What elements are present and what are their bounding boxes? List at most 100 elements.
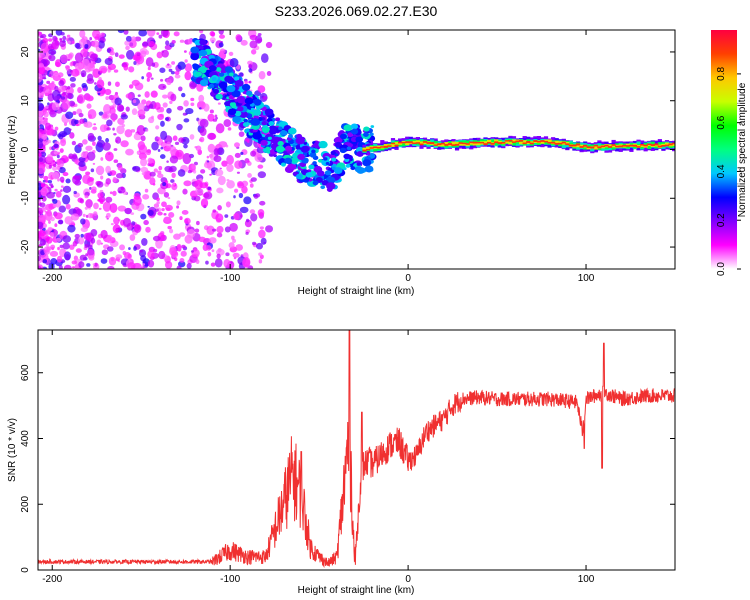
heatmap-blob bbox=[130, 129, 136, 133]
heatmap-blob bbox=[53, 192, 56, 194]
heatmap-blob bbox=[92, 141, 96, 146]
heatmap-ridge-blob bbox=[347, 132, 354, 138]
heatmap-band-cell bbox=[607, 146, 613, 148]
heatmap-blob bbox=[142, 194, 150, 200]
heatmap-blob bbox=[91, 186, 97, 192]
heatmap-band-cell bbox=[501, 141, 506, 144]
heatmap-blob bbox=[115, 136, 122, 144]
heatmap-band-cell bbox=[543, 140, 549, 143]
heatmap-blob bbox=[182, 112, 187, 116]
heatmap-blob bbox=[145, 128, 149, 132]
heatmap-band-cell bbox=[529, 142, 534, 145]
heatmap-blob bbox=[141, 238, 148, 246]
heatmap-band-cell bbox=[362, 147, 367, 151]
heatmap-blob bbox=[85, 214, 89, 218]
heatmap-blob bbox=[63, 251, 71, 261]
heatmap-blob bbox=[72, 111, 77, 116]
heatmap-blob bbox=[42, 207, 47, 212]
heatmap-blob bbox=[57, 219, 64, 225]
heatmap-blob bbox=[114, 97, 122, 106]
heatmap-blob bbox=[65, 111, 74, 120]
heatmap-blob bbox=[179, 232, 186, 237]
heatmap-blob bbox=[40, 53, 46, 58]
heatmap-band-cell bbox=[511, 139, 517, 143]
heatmap-blob bbox=[38, 116, 44, 122]
heatmap-ridge-blob bbox=[325, 161, 330, 166]
heatmap-blob bbox=[38, 85, 44, 94]
heatmap-blob bbox=[174, 141, 180, 145]
heatmap-blob bbox=[182, 153, 192, 165]
heatmap-blob bbox=[65, 178, 71, 184]
heatmap-band-cell bbox=[554, 142, 559, 145]
heatmap-band-cell bbox=[540, 140, 545, 144]
heatmap-blob bbox=[140, 213, 147, 220]
heatmap-blob bbox=[180, 250, 187, 257]
heatmap-blob bbox=[148, 103, 154, 109]
heatmap-blob bbox=[100, 242, 103, 245]
heatmap-blob bbox=[87, 132, 95, 141]
heatmap-ridge-blob bbox=[285, 145, 293, 152]
heatmap-blob bbox=[258, 71, 266, 80]
heatmap-blob bbox=[71, 40, 75, 45]
heatmap-blob bbox=[128, 39, 137, 49]
heatmap-blob bbox=[52, 35, 58, 42]
heatmap-blob bbox=[107, 81, 112, 86]
heatmap-blob bbox=[183, 118, 190, 123]
heatmap-blob bbox=[46, 210, 52, 217]
heatmap-band-cell bbox=[618, 145, 623, 148]
heatmap-ridge-blob bbox=[196, 71, 203, 77]
heatmap-band-cell bbox=[650, 141, 655, 147]
heatmap-blob bbox=[39, 35, 44, 39]
heatmap-blob bbox=[195, 259, 200, 265]
heatmap-blob bbox=[163, 216, 170, 223]
heatmap-band-cell bbox=[565, 142, 570, 145]
heatmap-blob bbox=[171, 40, 176, 44]
heatmap-blob bbox=[54, 126, 59, 131]
heatmap-blob bbox=[145, 149, 152, 156]
heatmap-blob bbox=[157, 136, 161, 140]
x-tick-label: 0 bbox=[405, 273, 411, 284]
heatmap-blob bbox=[143, 220, 149, 226]
heatmap-blob bbox=[74, 119, 79, 125]
heatmap-blob bbox=[74, 62, 84, 71]
heatmap-blob bbox=[100, 175, 104, 180]
heatmap-blob bbox=[109, 51, 115, 56]
heatmap-ridge-blob bbox=[356, 151, 364, 157]
heatmap-blob bbox=[59, 176, 65, 183]
heatmap-blob bbox=[56, 158, 62, 166]
heatmap-blob bbox=[144, 91, 150, 98]
heatmap-ridge-blob bbox=[262, 148, 267, 152]
heatmap-blob bbox=[43, 111, 49, 118]
heatmap-blob bbox=[212, 209, 217, 213]
heatmap-blob bbox=[257, 164, 264, 169]
heatmap-blob bbox=[94, 262, 98, 267]
heatmap-blob bbox=[51, 89, 61, 102]
heatmap-blob bbox=[226, 180, 235, 189]
heatmap-blob bbox=[71, 260, 78, 265]
heatmap-blob bbox=[55, 147, 59, 151]
heatmap-blob bbox=[216, 187, 224, 194]
heatmap-blob bbox=[161, 201, 167, 208]
heatmap-ridge-blob bbox=[370, 125, 375, 129]
heatmap-band-cell bbox=[494, 141, 499, 144]
heatmap-blob bbox=[239, 206, 249, 214]
heatmap-blob bbox=[187, 228, 196, 239]
heatmap-blob bbox=[184, 63, 193, 73]
heatmap-band-cell bbox=[419, 143, 424, 146]
heatmap-blob bbox=[38, 221, 44, 230]
heatmap-blob bbox=[70, 213, 80, 221]
heatmap-blob bbox=[49, 232, 54, 238]
heatmap-blob bbox=[43, 86, 52, 95]
heatmap-band-cell bbox=[426, 142, 431, 144]
heatmap-blob bbox=[49, 146, 53, 150]
heatmap-ridge-blob bbox=[356, 162, 361, 166]
heatmap-blob bbox=[248, 80, 252, 84]
heatmap-blob bbox=[60, 189, 63, 192]
heatmap-blob bbox=[181, 92, 186, 98]
heatmap-blob bbox=[214, 114, 218, 118]
heatmap-ridge-blob bbox=[260, 139, 268, 146]
heatmap-band-cell bbox=[422, 141, 428, 143]
heatmap-blob bbox=[39, 202, 46, 208]
heatmap-blob bbox=[168, 228, 174, 234]
heatmap-blob bbox=[100, 258, 108, 264]
